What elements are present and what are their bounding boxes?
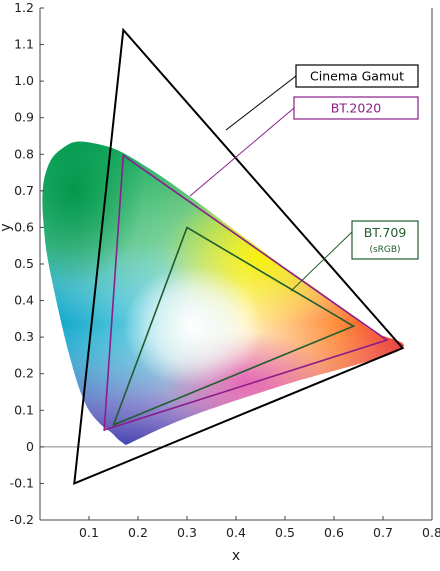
y-tick-label: 0.2 (14, 366, 34, 381)
legend-box-bt-709 (351, 220, 419, 260)
gamut-triangle-bt-2020 (103, 153, 389, 432)
leader-line-bt-2020 (189, 107, 295, 197)
x-tick-label: 0.2 (128, 525, 148, 540)
leader-line-cinema-gamut (225, 75, 297, 131)
gamut-triangles (73, 27, 405, 485)
x-tick-label: 0.6 (324, 525, 344, 540)
y-tick-label: 0.8 (14, 146, 34, 161)
legend-box-bt-2020 (293, 96, 419, 120)
y-axis-label: y (0, 223, 14, 231)
y-tick-label: -0.2 (10, 512, 34, 527)
legend-sublabel-bt-709: (sRGB) (369, 245, 400, 255)
y-tick-label: 0.9 (14, 110, 34, 125)
x-tick-label: 0.8 (422, 525, 440, 540)
leader-line-bt-709 (290, 231, 353, 292)
x-tick-label: 0.1 (79, 525, 99, 540)
y-tick-label: 0.1 (14, 402, 34, 417)
legend-label-cinema-gamut: Cinema Gamut (310, 69, 404, 84)
y-tick-label: 0.6 (14, 219, 34, 234)
x-tick-label: 0.5 (275, 525, 295, 540)
gamut-triangle-bt-709 (112, 226, 356, 427)
y-tick-label: 0.7 (14, 183, 34, 198)
x-axis-label: x (232, 548, 240, 564)
y-tick-label: 1.1 (14, 37, 34, 52)
legend-label-bt-2020: BT.2020 (331, 101, 382, 116)
y-tick-label: 0 (26, 439, 34, 454)
legend-box-cinema-gamut (295, 64, 419, 88)
y-tick-label: 0.3 (14, 329, 34, 344)
y-tick-label: 1.0 (14, 73, 34, 88)
gamut-triangle-cinema-gamut (73, 27, 405, 485)
white-point-glow (123, 266, 264, 387)
x-tick-label: 0.7 (373, 525, 393, 540)
y-tick-label: 1.2 (14, 0, 34, 15)
y-tick-label: 0.4 (14, 293, 34, 308)
x-tick-label: 0.4 (226, 525, 246, 540)
legend-label-bt-709: BT.709 (364, 225, 407, 240)
y-tick-label: -0.1 (10, 475, 34, 490)
y-tick-label: 0.5 (14, 256, 34, 271)
x-tick-label: 0.3 (177, 525, 197, 540)
legend: Cinema Gamut BT.2020 BT.709 (sRGB) (189, 64, 419, 292)
